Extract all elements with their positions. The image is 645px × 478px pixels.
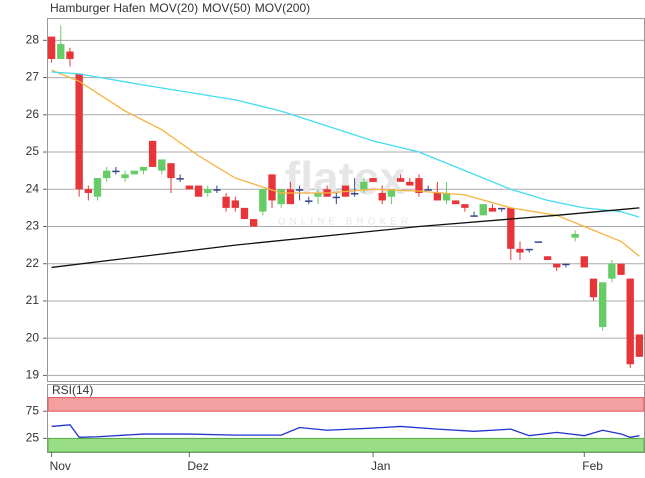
candle-body xyxy=(461,204,469,208)
line-series xyxy=(51,207,640,269)
candle-body xyxy=(158,159,166,171)
candle-body xyxy=(295,189,304,191)
candle-body xyxy=(231,200,239,208)
candle-body xyxy=(415,178,423,193)
candle-body xyxy=(47,36,56,59)
candle-body xyxy=(176,178,184,180)
candle-body xyxy=(598,282,607,328)
candle-body xyxy=(360,181,368,190)
legend-entry: MOV(200) xyxy=(255,1,310,15)
candle-body xyxy=(378,192,386,201)
candle-body xyxy=(452,200,460,205)
candle-body xyxy=(103,170,111,179)
candle-body xyxy=(497,207,506,210)
candle-body xyxy=(433,192,442,201)
candle-body xyxy=(222,196,230,208)
candle-body xyxy=(121,174,129,179)
candle-body xyxy=(553,263,561,268)
candle-body xyxy=(479,204,487,216)
legend-title: Hamburger Hafen xyxy=(50,1,145,15)
line-series xyxy=(51,424,640,438)
candle-body xyxy=(424,189,432,191)
x-tick-label: Nov xyxy=(50,459,71,473)
candle-body xyxy=(387,189,396,197)
candle-body xyxy=(442,192,451,201)
y-tick-label: 22 xyxy=(26,256,40,270)
candle-body xyxy=(626,278,634,365)
zone xyxy=(47,437,645,453)
x-tick-label: Feb xyxy=(582,459,603,473)
candle-body xyxy=(516,248,524,253)
y-tick-label: 24 xyxy=(26,181,40,195)
y-tick-label: 23 xyxy=(26,219,40,233)
zone xyxy=(47,397,645,412)
candle-body xyxy=(66,51,74,59)
y-tick-label: 21 xyxy=(26,293,40,307)
candle-body xyxy=(608,263,616,279)
y-tick-label: 25 xyxy=(26,431,40,445)
candle-body xyxy=(543,256,552,260)
candle-body xyxy=(305,200,313,202)
candle-body xyxy=(259,189,267,212)
candle-body xyxy=(571,233,579,238)
candle-body xyxy=(194,185,203,197)
candle-body xyxy=(277,189,285,205)
candle-body xyxy=(470,215,478,217)
y-tick-label: 26 xyxy=(26,107,40,121)
candle-body xyxy=(351,192,359,195)
x-tick-label: Jan xyxy=(371,459,390,473)
candle-body xyxy=(204,189,212,193)
candle-body xyxy=(130,170,138,175)
legend-entry: MOV(20) xyxy=(149,1,198,15)
y-tick-label: 20 xyxy=(26,330,40,344)
candle-body xyxy=(213,189,221,191)
candle-body xyxy=(57,44,65,59)
candle-body xyxy=(249,219,258,227)
candle-body xyxy=(286,189,295,205)
candle-body xyxy=(507,207,515,249)
candle-body xyxy=(148,140,157,167)
watermark-sub: ONLINE BROKER xyxy=(278,217,412,228)
candle-body xyxy=(635,334,644,357)
y-tick-label: 28 xyxy=(26,33,40,47)
candle-body xyxy=(369,178,377,182)
candle-body xyxy=(488,207,497,212)
candle-body xyxy=(525,248,533,251)
y-tick-label: 75 xyxy=(26,403,40,417)
y-tick-label: 25 xyxy=(26,144,40,158)
y-tick-label: 27 xyxy=(26,70,40,84)
candle-body xyxy=(112,170,120,173)
candle-body xyxy=(406,181,414,186)
candle-body xyxy=(562,263,570,266)
candle-body xyxy=(589,278,598,298)
x-tick-label: Dez xyxy=(187,459,208,473)
candle-body xyxy=(396,178,405,182)
candle-body xyxy=(617,263,625,275)
legend-title: RSI(14) xyxy=(52,383,93,397)
y-tick-label: 19 xyxy=(26,368,40,382)
candle-body xyxy=(268,174,276,201)
line-series xyxy=(51,69,640,257)
candle-body xyxy=(332,196,340,199)
candle-body xyxy=(139,166,148,171)
candle-body xyxy=(185,185,194,190)
candle-body xyxy=(580,256,588,268)
candle-body xyxy=(314,192,322,197)
candle-body xyxy=(240,207,249,220)
line-series xyxy=(51,71,640,218)
legend-entry: MOV(50) xyxy=(202,1,251,15)
candle-body xyxy=(167,163,175,179)
candle-body xyxy=(75,73,83,190)
candle-body xyxy=(84,189,93,193)
candle-body xyxy=(93,178,102,197)
candle-body xyxy=(534,241,543,243)
